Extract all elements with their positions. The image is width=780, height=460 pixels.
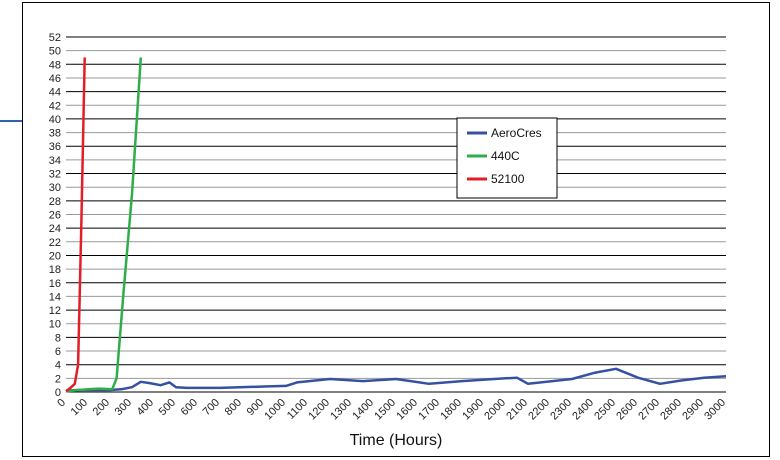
y-tick-label: 16 — [49, 278, 61, 290]
series-line — [65, 367, 727, 392]
y-tick-label: 48 — [49, 59, 61, 71]
x-tick-label: 2000 — [482, 397, 508, 423]
y-tick-label: 6 — [55, 346, 61, 358]
x-tick-label: 800 — [223, 397, 244, 418]
x-tick-label: 2800 — [658, 397, 684, 423]
x-tick-label: 2200 — [526, 397, 552, 423]
x-axis-label: Time (Hours) — [350, 432, 443, 449]
x-tick-label: 1200 — [306, 397, 332, 423]
x-tick-label: 300 — [113, 397, 134, 418]
y-tick-label: 32 — [49, 169, 61, 181]
x-axis-ticks: 0 100 200 300 400 500 600 700 800 900100011001200… — [55, 397, 728, 423]
y-tick-label: 0 — [55, 387, 61, 399]
y-tick-label: 52 — [49, 32, 61, 44]
y-tick-label: 26 — [49, 210, 61, 222]
x-tick-label: 2100 — [504, 397, 530, 423]
y-tick-label: 10 — [49, 319, 61, 331]
x-tick-label: 1900 — [460, 397, 486, 423]
x-tick-label: 2300 — [548, 397, 574, 423]
x-tick-label: 1100 — [285, 397, 310, 422]
x-tick-label: 700 — [201, 397, 222, 418]
y-tick-label: 36 — [49, 141, 61, 153]
x-tick-label: 1800 — [438, 397, 464, 423]
x-tick-label: 3000 — [702, 397, 728, 423]
x-tick-label: 1400 — [350, 397, 376, 423]
x-tick-label: 1500 — [372, 397, 398, 423]
x-tick-label: 2400 — [570, 397, 596, 423]
y-tick-label: 42 — [49, 100, 61, 112]
x-tick-label: 500 — [157, 397, 178, 418]
x-tick-label: 1000 — [262, 397, 288, 423]
series-line — [65, 57, 143, 393]
y-tick-label: 50 — [49, 46, 61, 58]
x-tick-label: 2500 — [592, 397, 618, 423]
x-tick-label: 100 — [69, 397, 90, 418]
y-tick-label: 34 — [49, 155, 61, 167]
legend-label: AeroCres — [491, 126, 542, 140]
chart-frame: 0 2 4 6 8 10 12 14 16 18 20 22 24 26 28 30 32 34 36 38 40 42 4… — [22, 2, 770, 457]
y-tick-label: 40 — [49, 114, 61, 126]
legend-label: 52100 — [491, 172, 525, 186]
y-tick-label: 28 — [49, 196, 61, 208]
y-tick-label: 2 — [55, 373, 61, 385]
x-tick-label: 2700 — [636, 397, 662, 423]
x-tick-label: 600 — [179, 397, 200, 418]
y-tick-label: 30 — [49, 182, 61, 194]
y-tick-label: 12 — [49, 305, 61, 317]
y-tick-label: 4 — [55, 360, 61, 372]
x-tick-label: 1300 — [328, 397, 354, 423]
x-tick-label: 1600 — [394, 397, 420, 423]
legend-box — [456, 117, 558, 199]
legend: AeroCres 440C 52100 — [456, 117, 558, 199]
gridlines — [66, 36, 726, 379]
x-tick-label: 0 — [55, 397, 68, 410]
page-blue-rule — [0, 120, 22, 122]
x-tick-label: 1700 — [416, 397, 442, 423]
y-tick-label: 46 — [49, 73, 61, 85]
x-tick-label: 2900 — [680, 397, 706, 423]
x-tick-label: 200 — [91, 397, 112, 418]
legend-label: 440C — [491, 149, 520, 163]
y-tick-label: 14 — [49, 291, 61, 303]
series-lines — [65, 57, 727, 393]
series-line — [65, 57, 86, 393]
x-tick-label: 400 — [135, 397, 156, 418]
y-axis-ticks: 0246810121416182022242628303234363840424… — [49, 32, 61, 399]
y-tick-label: 22 — [49, 237, 61, 249]
y-tick-label: 24 — [49, 223, 61, 235]
y-tick-label: 8 — [55, 332, 61, 344]
y-tick-label: 18 — [49, 264, 61, 276]
y-tick-label: 44 — [49, 87, 61, 99]
x-tick-label: 2600 — [614, 397, 640, 423]
y-tick-label: 38 — [49, 128, 61, 140]
y-tick-label: 20 — [49, 250, 61, 262]
line-chart: 0246810121416182022242628303234363840424… — [49, 32, 728, 449]
